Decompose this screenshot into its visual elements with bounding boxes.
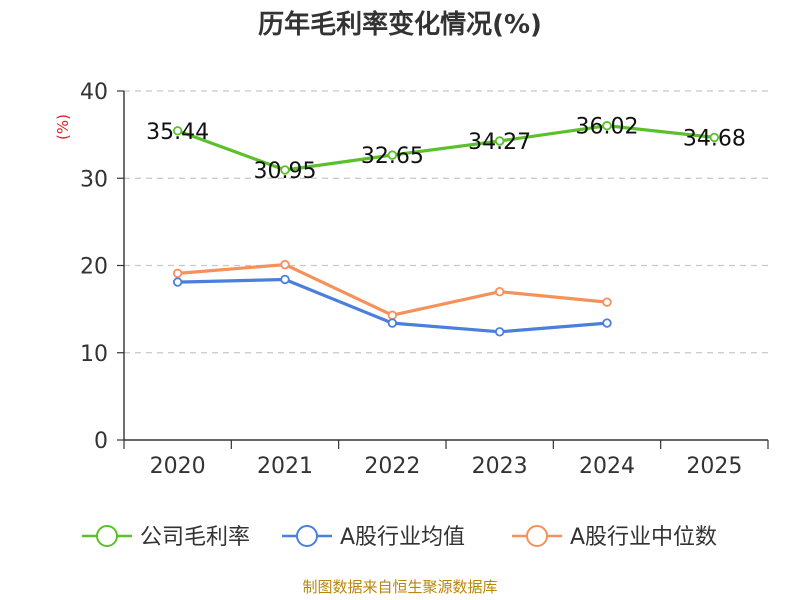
data-point[interactable] <box>602 318 612 328</box>
grid <box>124 90 768 354</box>
data-point[interactable] <box>602 297 612 307</box>
data-point[interactable] <box>494 136 505 146</box>
legend-label: 公司毛利率 <box>140 525 250 550</box>
chart-title: 历年毛利率变化情况(%) <box>258 9 542 40</box>
x-tick-label: 2020 <box>150 454 206 479</box>
series <box>172 121 720 337</box>
legend-item[interactable]: 公司毛利率 <box>82 525 250 550</box>
legend-swatch-marker <box>296 525 318 547</box>
x-tick-label: 2025 <box>686 454 742 479</box>
x-tick-label: 2022 <box>364 454 420 479</box>
legend-item[interactable]: A股行业均值 <box>282 525 465 550</box>
data-point[interactable] <box>280 274 290 285</box>
y-tick-label: 10 <box>80 342 108 367</box>
data-label: 34.27 <box>468 130 531 155</box>
data-point[interactable] <box>280 165 290 175</box>
data-point[interactable] <box>602 121 612 131</box>
source-note: 制图数据来自恒生聚源数据库 <box>302 578 497 596</box>
data-point[interactable] <box>172 277 183 287</box>
series-line[interactable] <box>176 263 609 317</box>
data-point[interactable] <box>172 268 183 279</box>
y-axis-label: (%) <box>54 114 72 140</box>
data-point[interactable] <box>387 310 398 320</box>
data-point[interactable] <box>172 126 183 136</box>
legend[interactable]: 公司毛利率 A股行业均值 A股行业中位数 <box>82 525 717 550</box>
data-point[interactable] <box>387 318 398 328</box>
x-tick-label: 2021 <box>257 454 313 479</box>
y-tick-label: 30 <box>80 167 108 192</box>
legend-label: A股行业中位数 <box>570 525 717 550</box>
data-point[interactable] <box>709 132 720 143</box>
data-label: 32.65 <box>361 144 424 169</box>
legend-item[interactable]: A股行业中位数 <box>512 525 717 550</box>
y-tick-label: 40 <box>80 80 108 105</box>
data-point[interactable] <box>494 286 505 297</box>
data-label: 36.02 <box>576 115 639 140</box>
x-tick-label: 2023 <box>472 454 528 479</box>
legend-swatch-marker <box>96 525 118 547</box>
series-line[interactable] <box>176 124 716 172</box>
data-point[interactable] <box>280 259 290 270</box>
data-point[interactable] <box>387 150 398 160</box>
data-label: 34.68 <box>683 126 746 151</box>
legend-label: A股行业均值 <box>340 525 465 550</box>
y-tick-label: 0 <box>94 429 108 454</box>
data-point[interactable] <box>494 327 505 337</box>
x-tick-label: 2024 <box>579 454 635 479</box>
data-labels: 35.44 30.95 32.65 34.27 36.02 34.68 <box>146 115 746 184</box>
data-label: 35.44 <box>146 120 209 145</box>
data-label: 30.95 <box>254 159 317 184</box>
y-tick-label: 20 <box>80 255 108 280</box>
legend-swatch-marker <box>526 525 548 547</box>
axes: 0 10 20 30 40 2020 2021 2022 2023 2024 2025 <box>80 80 769 479</box>
